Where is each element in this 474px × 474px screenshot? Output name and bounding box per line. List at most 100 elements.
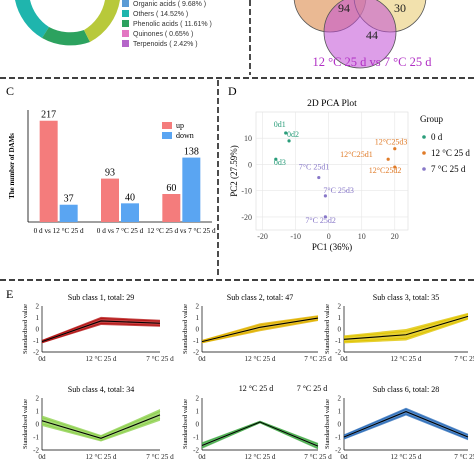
subplot-title: Sub class 3, total: 35 <box>373 293 439 302</box>
x-tick-label: 20 <box>391 232 399 241</box>
subplot-title: Sub class 4, total: 34 <box>68 385 134 394</box>
y-tick-label: -1 <box>335 337 341 345</box>
plot-area <box>255 111 409 231</box>
bar-chart-c: The number of DAMs 217 37 0 d vs 12 °C 25 d… <box>8 110 216 235</box>
y-tick-label: 0 <box>196 326 200 334</box>
donut-slice-right <box>84 0 120 42</box>
legend-marker <box>422 135 426 139</box>
scatter-point <box>323 215 327 219</box>
legend-label: 12 °C 25 d <box>431 148 470 158</box>
point-label: 7°C 25d1 <box>299 163 330 172</box>
x-tick-label: 12 °C 25 d <box>244 453 275 461</box>
bar-value-label: 37 <box>64 194 74 205</box>
legend-label: 7 °C 25 d <box>431 164 466 174</box>
venn-label-94: 94 <box>338 1 350 15</box>
y-tick-label: -1 <box>33 337 39 345</box>
y-tick-label: 0 <box>36 326 40 334</box>
y-axis-label: Standardised value <box>182 304 189 354</box>
bar-down <box>121 203 139 222</box>
y-tick-label: 2 <box>36 303 40 311</box>
y-tick-label: -10 <box>241 187 252 196</box>
x-tick-label: 7 °C 25 d <box>304 453 332 461</box>
y-tick-label: -1 <box>33 434 39 442</box>
x-tick-label: 0 d vs 7 °C 25 d <box>97 227 144 235</box>
bar-value-label: 40 <box>125 192 135 203</box>
venn-label-30: 30 <box>394 1 406 15</box>
member-line <box>41 410 161 437</box>
variance-band <box>344 312 468 344</box>
scatter-point <box>284 131 288 135</box>
y-tick-label: 2 <box>338 303 342 311</box>
member-line <box>41 322 161 344</box>
member-line <box>201 315 319 342</box>
y-tick-label: -2 <box>193 349 199 357</box>
mean-line <box>201 317 319 343</box>
x-tick-label: 12 °C 25 d vs 7 °C 25 d <box>147 227 216 235</box>
variance-band <box>42 409 160 442</box>
y-axis-label: Standardised value <box>324 304 331 354</box>
x-tick-label: 12 °C 25 d <box>85 355 116 363</box>
venn-label-44: 44 <box>366 28 378 42</box>
y-axis-label: The number of DAMs <box>8 133 16 199</box>
member-line <box>41 417 161 441</box>
variance-band <box>202 420 318 450</box>
bar-down <box>59 204 78 222</box>
y-tick-label: 0 <box>338 326 342 334</box>
x-tick-label: -10 <box>290 232 301 241</box>
subplot-4: -2 -1 0 1 2 0d 12 °C 25 d 7 °C 25 d Standardised… <box>22 385 174 461</box>
x-tick-label: 7 °C 25 d <box>454 355 474 363</box>
member-line <box>41 318 161 342</box>
legend-swatch <box>122 0 129 7</box>
x-tick-label: 12 °C 25 d <box>85 453 116 461</box>
x-tick-label: 7 °C 25 d <box>146 355 174 363</box>
legend-swatch <box>122 30 129 37</box>
bar-up <box>162 194 181 222</box>
subplot-3: -2 -1 0 1 2 0d 12 °C 25 d 7 °C 25 d Standardised… <box>324 293 474 363</box>
member-line <box>343 317 469 343</box>
subplot-title: Sub class 2, total: 47 <box>227 293 293 302</box>
y-tick-label: 10 <box>244 134 252 143</box>
legend-label: Phenolic acids ( 11.61% ) <box>133 21 212 28</box>
point-label: 12°C25d3 <box>375 138 408 147</box>
donut-slice-mid <box>42 27 90 46</box>
legend-label: Organic acids ( 9.68% ) <box>133 1 206 8</box>
y-tick-label: 1 <box>338 314 342 322</box>
point-label: 0d2 <box>287 130 299 139</box>
y-tick-label: 2 <box>338 395 342 403</box>
x-tick-label: 0d <box>38 453 46 461</box>
mean-line <box>343 411 469 438</box>
y-tick-label: 1 <box>36 314 40 322</box>
variance-band <box>42 316 160 344</box>
x-tick-label: 10 <box>358 232 366 241</box>
x-tick-label: 7 °C 25 d <box>304 355 332 363</box>
x-tick-label: 0d <box>38 355 46 363</box>
member-line <box>343 313 469 338</box>
y-tick-label: -1 <box>193 337 199 345</box>
legend-swatch-up <box>162 122 172 129</box>
subplot-title: Sub class 1, total: 29 <box>68 293 134 302</box>
y-tick-label: 0 <box>196 421 200 429</box>
y-tick-label: 2 <box>36 395 40 403</box>
legend-swatch <box>122 40 129 47</box>
legend-title: Group <box>420 114 443 124</box>
panel-b: 94 30 44 12 °C 25 d vs 7 °C 25 d <box>293 0 432 69</box>
subplot-title: Sub class 6, total: 28 <box>373 385 439 394</box>
y-tick-label: 1 <box>36 408 40 416</box>
bar-value-label: 93 <box>105 168 115 179</box>
y-tick-label: 0 <box>248 160 252 169</box>
x-tick-label: 12 °C 25 d <box>390 453 421 461</box>
x-tick-label: 0 d vs 12 °C 25 d <box>34 227 84 235</box>
bar-up <box>39 120 58 222</box>
y-tick-label: -20 <box>241 213 252 222</box>
y-tick-label: -2 <box>33 349 39 357</box>
panel-label-c: C <box>6 84 14 98</box>
scatter-point <box>274 157 278 161</box>
panel-a: Organic acids ( 9.68% ) Others ( 14.52% )… <box>15 0 212 48</box>
subplot-1: -2 -1 0 1 2 0d 12 °C 25 d 7 °C 25 d Standardised… <box>22 293 174 363</box>
venn-circle-bottom <box>323 0 397 69</box>
y-axis-label: Standardised value <box>22 304 29 354</box>
bar-down <box>182 157 201 222</box>
point-label: 0d1 <box>274 120 286 129</box>
